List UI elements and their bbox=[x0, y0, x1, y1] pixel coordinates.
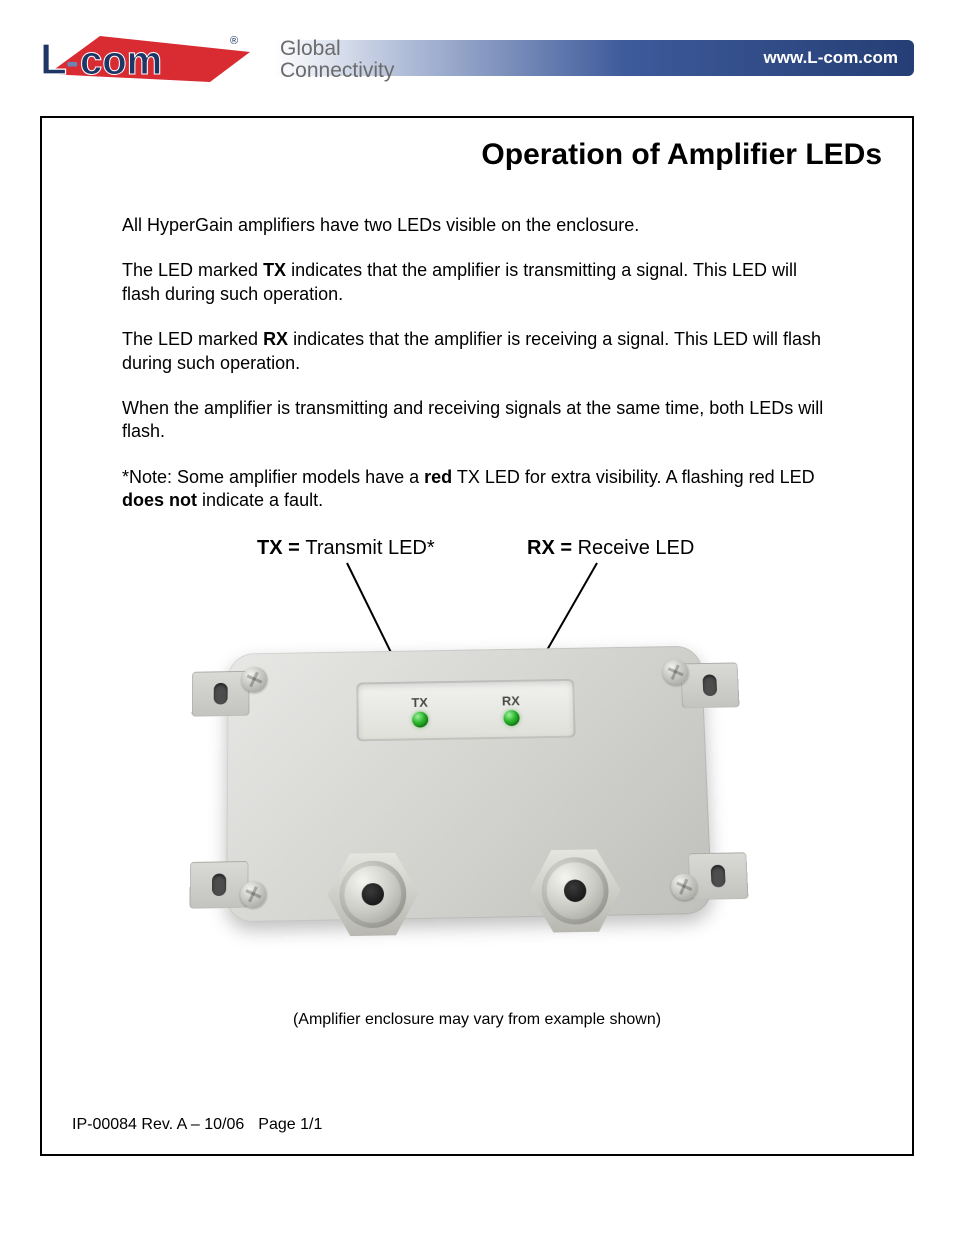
enclosure: TX RX bbox=[226, 645, 713, 922]
screw-icon bbox=[242, 666, 268, 692]
body-text: All HyperGain amplifiers have two LEDs v… bbox=[72, 214, 882, 513]
p3-bold: RX bbox=[263, 329, 288, 349]
header-url: www.L-com.com bbox=[764, 48, 898, 68]
tagline-line1: Global bbox=[280, 38, 394, 60]
svg-text:com: com bbox=[80, 39, 162, 83]
p2-bold: TX bbox=[263, 260, 286, 280]
figure: TX = Transmit LED* RX = Receive LED bbox=[127, 537, 827, 997]
footer-docid: IP-00084 Rev. A – 10/06 bbox=[72, 1116, 244, 1133]
paragraph-5: *Note: Some amplifier models have a red … bbox=[122, 466, 832, 513]
document-page: www.L-com.com L - com ® Global Connectiv… bbox=[0, 0, 954, 1196]
callout-tx-text: Transmit LED* bbox=[305, 537, 434, 559]
led-group-tx: TX bbox=[411, 694, 428, 727]
p5-bold-red: red bbox=[424, 467, 452, 487]
p2-part-a: The LED marked bbox=[122, 260, 263, 280]
led-label-rx: RX bbox=[502, 692, 520, 707]
rf-connector-icon bbox=[529, 844, 623, 937]
amplifier-device-icon: TX RX bbox=[187, 627, 747, 947]
led-tx-icon bbox=[412, 711, 428, 727]
tagline-line2: Connectivity bbox=[280, 60, 394, 82]
rf-connector-icon bbox=[327, 847, 419, 940]
header: www.L-com.com L - com ® Global Connectiv… bbox=[40, 30, 914, 98]
content-frame: Operation of Amplifier LEDs All HyperGai… bbox=[40, 116, 914, 1156]
callout-rx-bold: RX = bbox=[527, 537, 578, 559]
led-label-tx: TX bbox=[411, 694, 428, 709]
paragraph-2: The LED marked TX indicates that the amp… bbox=[122, 259, 832, 306]
p5-bold-doesnot: does not bbox=[122, 490, 197, 510]
logo-tagline: Global Connectivity bbox=[280, 38, 394, 82]
paragraph-4: When the amplifier is transmitting and r… bbox=[122, 397, 832, 444]
p5-part-a: *Note: Some amplifier models have a bbox=[122, 467, 424, 487]
p5-part-c: TX LED for extra visibility. A flashing … bbox=[452, 467, 815, 487]
mount-tab bbox=[190, 860, 249, 908]
led-group-rx: RX bbox=[502, 692, 521, 725]
svg-text:®: ® bbox=[230, 35, 238, 47]
mount-tab bbox=[680, 662, 739, 708]
logo-block: L - com ® Global Connectivity bbox=[40, 30, 394, 90]
p3-part-a: The LED marked bbox=[122, 329, 263, 349]
svg-text:L: L bbox=[40, 35, 67, 84]
screw-icon bbox=[662, 659, 689, 685]
mount-tab bbox=[688, 852, 749, 900]
page-title: Operation of Amplifier LEDs bbox=[72, 138, 882, 172]
svg-text:-: - bbox=[66, 41, 79, 83]
paragraph-1: All HyperGain amplifiers have two LEDs v… bbox=[122, 214, 832, 237]
p5-part-e: indicate a fault. bbox=[197, 490, 323, 510]
led-panel: TX RX bbox=[356, 678, 575, 740]
callout-tx: TX = Transmit LED* bbox=[257, 537, 435, 560]
callout-tx-bold: TX = bbox=[257, 537, 305, 559]
brand-logo-icon: L - com ® bbox=[40, 30, 270, 90]
paragraph-3: The LED marked RX indicates that the amp… bbox=[122, 328, 832, 375]
screw-icon bbox=[240, 880, 266, 907]
footer: IP-00084 Rev. A – 10/06 Page 1/1 bbox=[72, 1116, 322, 1134]
footer-page: Page 1/1 bbox=[258, 1116, 322, 1133]
led-rx-icon bbox=[503, 709, 519, 725]
callout-rx-text: Receive LED bbox=[578, 537, 695, 559]
figure-caption: (Amplifier enclosure may vary from examp… bbox=[72, 1011, 882, 1029]
callout-rx: RX = Receive LED bbox=[527, 537, 694, 560]
